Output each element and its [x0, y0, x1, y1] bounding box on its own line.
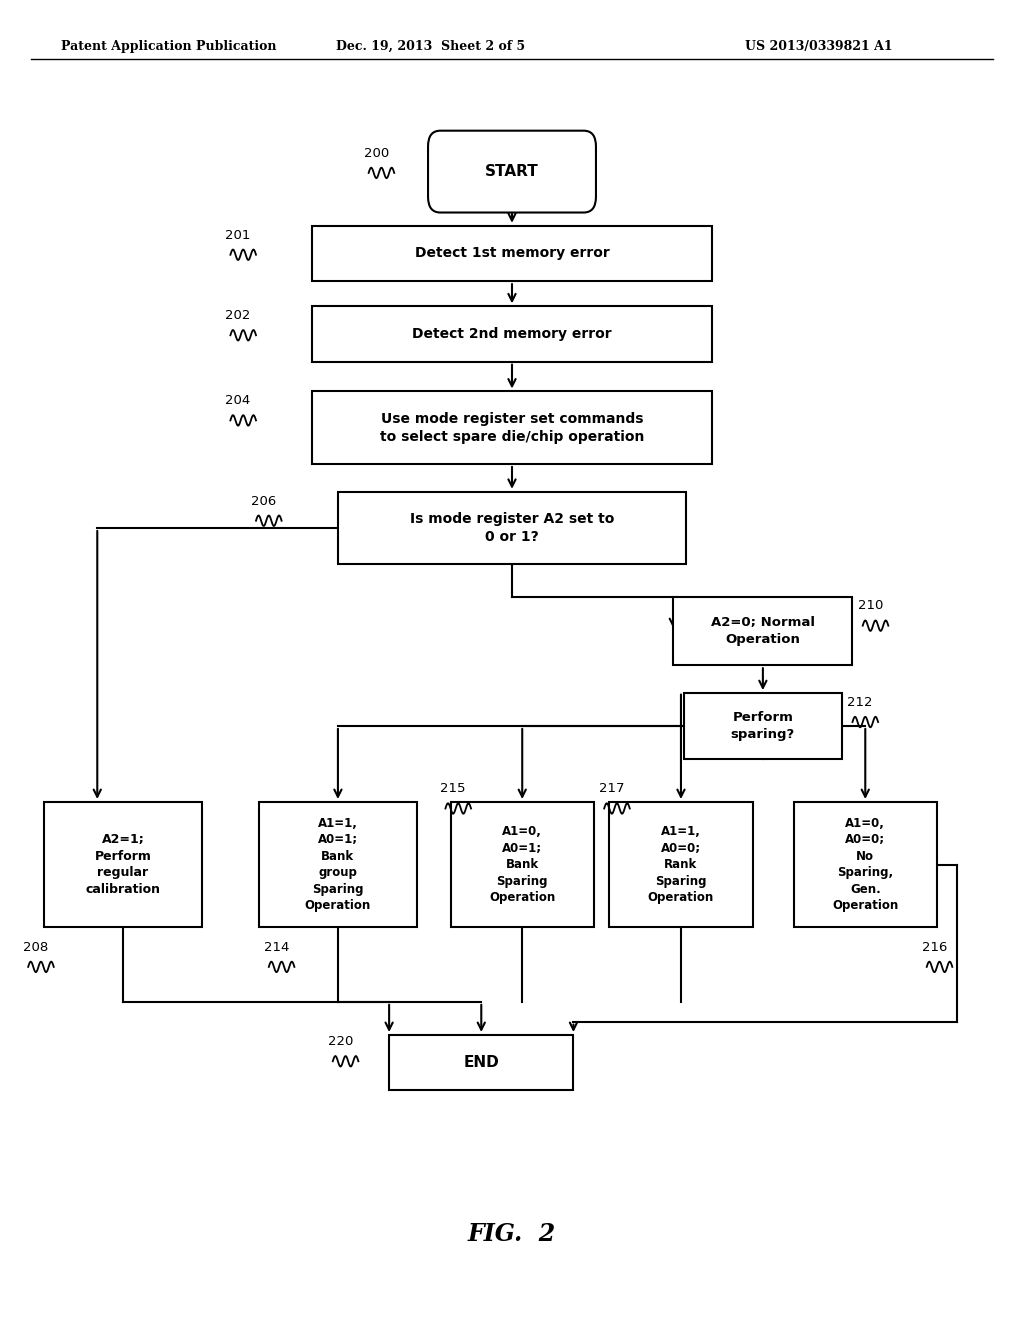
Text: 200: 200 [364, 147, 389, 160]
Text: 216: 216 [922, 941, 947, 953]
Text: A1=0,
A0=0;
No
Sparing,
Gen.
Operation: A1=0, A0=0; No Sparing, Gen. Operation [833, 817, 898, 912]
Text: US 2013/0339821 A1: US 2013/0339821 A1 [745, 40, 893, 53]
Bar [451, 803, 594, 927]
Text: END: END [464, 1055, 499, 1071]
Text: 212: 212 [848, 696, 872, 709]
Bar [609, 803, 753, 927]
Text: Perform
sparing?: Perform sparing? [731, 711, 795, 741]
Text: A2=0; Normal
Operation: A2=0; Normal Operation [711, 616, 815, 645]
Text: Use mode register set commands
to select spare die/chip operation: Use mode register set commands to select… [380, 412, 644, 444]
Bar [312, 306, 712, 362]
Text: 202: 202 [225, 309, 251, 322]
Bar [674, 597, 852, 665]
Text: 217: 217 [599, 783, 625, 795]
FancyBboxPatch shape [428, 131, 596, 213]
Bar [684, 693, 842, 759]
Text: Detect 2nd memory error: Detect 2nd memory error [413, 327, 611, 341]
Text: START: START [485, 164, 539, 180]
Bar [312, 226, 712, 281]
Bar [258, 803, 418, 927]
Bar [794, 803, 937, 927]
Text: Is mode register A2 set to
0 or 1?: Is mode register A2 set to 0 or 1? [410, 512, 614, 544]
Text: Dec. 19, 2013  Sheet 2 of 5: Dec. 19, 2013 Sheet 2 of 5 [336, 40, 524, 53]
Bar [338, 491, 686, 565]
Text: 210: 210 [858, 599, 883, 612]
Text: A1=1,
A0=1;
Bank
group
Sparing
Operation: A1=1, A0=1; Bank group Sparing Operation [305, 817, 371, 912]
Text: 208: 208 [23, 941, 48, 953]
Text: 220: 220 [328, 1035, 353, 1048]
Bar [389, 1035, 573, 1090]
Text: 204: 204 [225, 395, 251, 407]
Text: Detect 1st memory error: Detect 1st memory error [415, 247, 609, 260]
Bar [312, 391, 712, 463]
Text: 214: 214 [264, 941, 289, 953]
Text: A2=1;
Perform
regular
calibration: A2=1; Perform regular calibration [85, 833, 161, 896]
Text: 201: 201 [225, 228, 251, 242]
Text: 215: 215 [440, 783, 466, 795]
Text: 206: 206 [251, 495, 276, 508]
Bar [43, 803, 203, 927]
Text: Patent Application Publication: Patent Application Publication [61, 40, 276, 53]
Text: A1=1,
A0=0;
Rank
Sparing
Operation: A1=1, A0=0; Rank Sparing Operation [648, 825, 714, 904]
Text: FIG.  2: FIG. 2 [468, 1222, 556, 1246]
Text: A1=0,
A0=1;
Bank
Sparing
Operation: A1=0, A0=1; Bank Sparing Operation [489, 825, 555, 904]
